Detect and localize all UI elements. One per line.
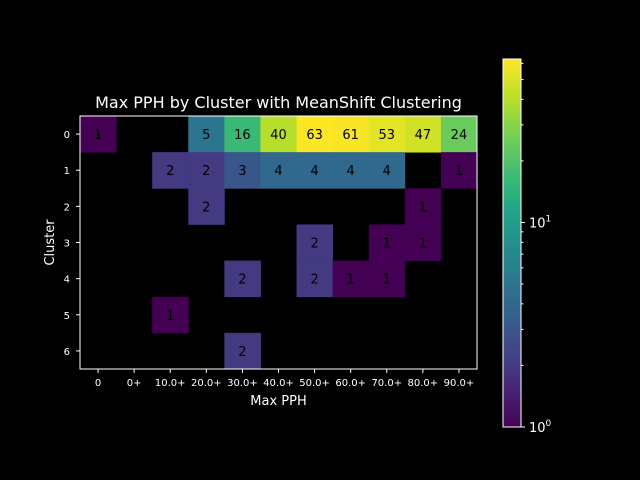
x-tick-label: 0 [95, 378, 101, 389]
heatmap-cell [260, 152, 297, 189]
chart-title: Max PPH by Cluster with MeanShift Cluste… [95, 93, 462, 112]
colorbar-tick-label: 100 [529, 419, 552, 436]
cell-value-label: 16 [234, 128, 251, 143]
heatmap-cell [296, 260, 334, 298]
x-tick-label: 50.0+ [299, 378, 330, 389]
cell-value-label: 1 [383, 273, 391, 288]
heatmap-cell [332, 152, 370, 189]
heatmap-cell [188, 116, 225, 153]
y-tick-label: 5 [64, 311, 70, 322]
cell-value-label: 5 [202, 128, 210, 143]
y-tick-label: 3 [64, 239, 70, 250]
heatmap-cell [368, 152, 406, 189]
cell-value-label: 2 [202, 200, 210, 215]
heatmap-cell [80, 116, 117, 153]
cell-value-label: 4 [347, 164, 355, 179]
heatmap-cell [188, 152, 225, 189]
x-tick-label: 90.0+ [444, 378, 475, 389]
heatmap-cell [296, 224, 334, 261]
heatmap-cell [404, 116, 442, 153]
x-axis-label: Max PPH [250, 394, 306, 409]
colorbar-ticks: 100 101 [521, 62, 552, 436]
y-axis-label: Cluster [43, 219, 58, 266]
heatmap-cell [368, 116, 406, 153]
heatmap-cell [188, 188, 225, 225]
cell-value-label: 61 [342, 128, 359, 143]
heatmap-cells: 1 5 16 40 63 61 53 47 24 2 2 3 4 4 4 4 1 2 1 2 1 1 2 2 1 1 1 2 [80, 116, 478, 370]
heatmap-cell [440, 116, 478, 153]
heatmap-cell [152, 296, 189, 334]
heatmap-cell [368, 224, 406, 261]
x-tick-label: 70.0+ [371, 378, 402, 389]
cell-value-label: 53 [378, 128, 395, 143]
x-tick-label: 10.0+ [155, 378, 186, 389]
x-tick-label: 60.0+ [335, 378, 366, 389]
y-tick-label: 1 [64, 166, 70, 177]
cell-value-label: 1 [419, 200, 427, 215]
colorbar-tick-exponent: 1 [546, 214, 552, 224]
y-axis: 0 1 2 3 4 5 6 [64, 130, 80, 358]
cell-value-label: 63 [306, 128, 323, 143]
cell-value-label: 2 [166, 164, 174, 179]
x-tick-label: 80.0+ [408, 378, 439, 389]
cell-value-label: 24 [451, 128, 468, 143]
heatmap-cell [152, 152, 189, 189]
cell-value-label: 1 [455, 164, 463, 179]
heatmap-cell [296, 152, 334, 189]
cell-value-label: 1 [419, 237, 427, 252]
cell-value-label: 1 [347, 273, 355, 288]
x-tick-label: 40.0+ [263, 378, 294, 389]
y-tick-label: 2 [64, 202, 70, 213]
cell-value-label: 2 [310, 237, 318, 252]
heatmap-cell [224, 152, 261, 189]
cell-value-label: 4 [310, 164, 318, 179]
heatmap-cell [332, 260, 370, 298]
heatmap-cell [440, 152, 478, 189]
x-tick-label: 20.0+ [191, 378, 222, 389]
heatmap-cell [260, 116, 297, 153]
colorbar-tick-label: 101 [529, 214, 551, 231]
cell-value-label: 2 [238, 345, 246, 360]
y-tick-label: 4 [64, 275, 70, 286]
y-tick-label: 6 [64, 347, 70, 358]
colorbar [502, 58, 522, 428]
heatmap-cell [404, 188, 442, 225]
colorbar-tick-exponent: 0 [546, 419, 552, 429]
cell-value-label: 1 [166, 309, 174, 324]
cell-value-label: 1 [94, 128, 102, 143]
cell-value-label: 3 [238, 164, 246, 179]
cell-value-label: 4 [383, 164, 391, 179]
cell-value-label: 47 [415, 128, 432, 143]
cell-value-label: 2 [310, 273, 318, 288]
cell-value-label: 2 [202, 164, 210, 179]
y-tick-label: 0 [64, 130, 70, 141]
cell-value-label: 2 [238, 273, 246, 288]
heatmap-cell [404, 224, 442, 261]
heatmap-cell [332, 116, 370, 153]
cell-value-label: 4 [274, 164, 282, 179]
x-tick-label: 0+ [127, 378, 142, 389]
heatmap-cell [224, 332, 261, 370]
heatmap-cell [224, 116, 261, 153]
x-tick-label: 30.0+ [227, 378, 258, 389]
heatmap-cell [368, 260, 406, 298]
x-axis: 0 0+ 10.0+ 20.0+ 30.0+ 40.0+ 50.0+ 60.0+ 70.0+ 80… [95, 369, 474, 389]
cell-value-label: 40 [270, 128, 287, 143]
cell-value-label: 1 [383, 237, 391, 252]
heatmap-cell [224, 260, 261, 298]
heatmap-cell [296, 116, 334, 153]
